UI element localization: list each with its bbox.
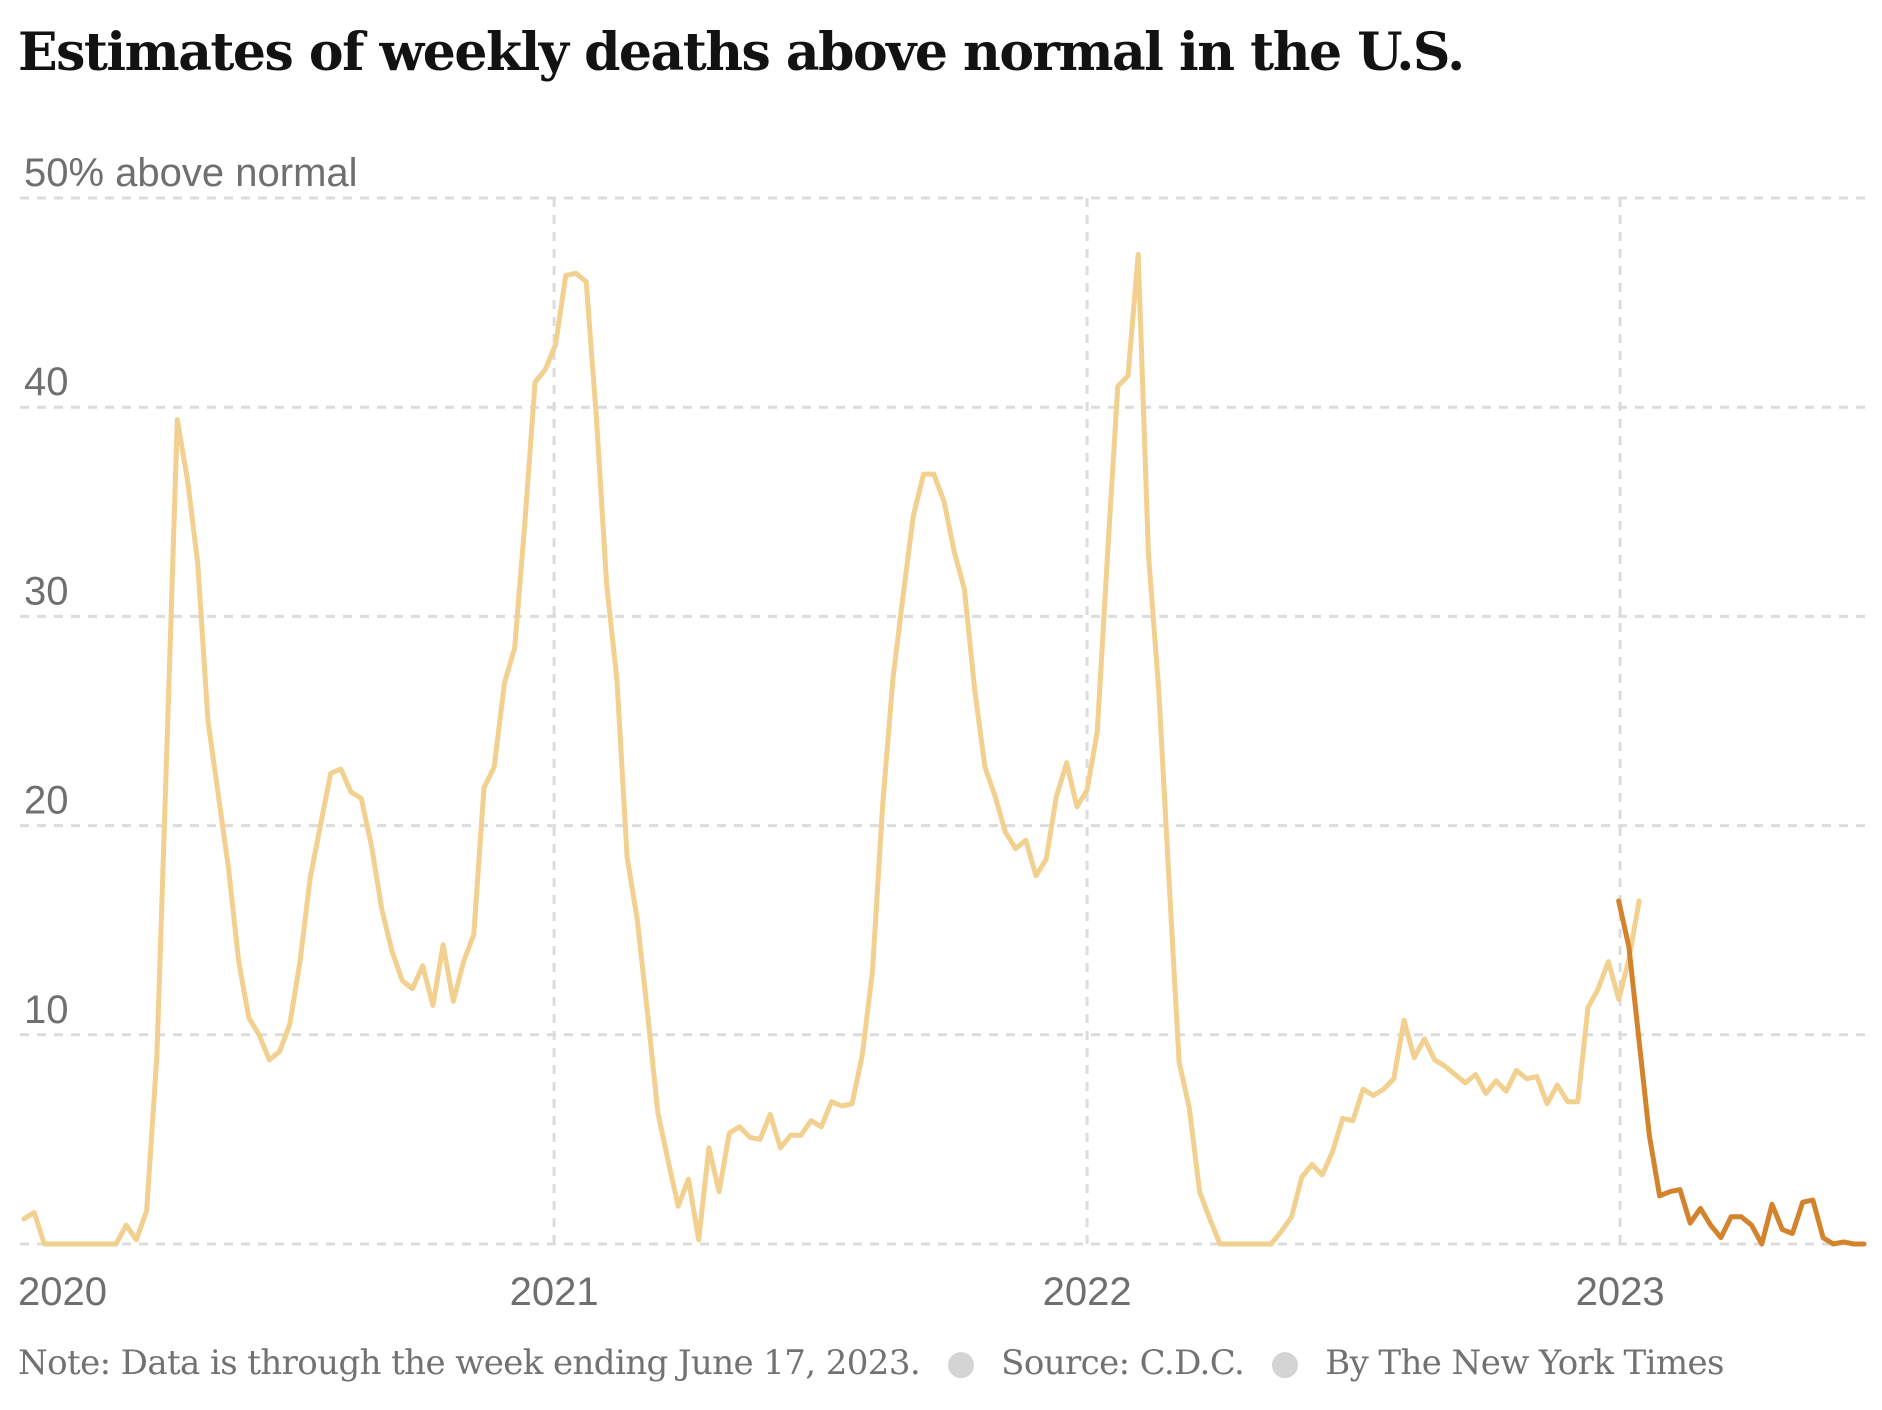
grid-lines — [20, 196, 1870, 1246]
y-axis: 50% above normal 40 30 20 10 — [24, 151, 358, 1032]
y-tick-label: 30 — [24, 569, 69, 613]
footer-source: Source: C.D.C. — [1001, 1343, 1245, 1383]
y-tick-label: 50% above normal — [24, 151, 358, 195]
series-lines — [21, 252, 1867, 1247]
footer-note: Note: Data is through the week ending Ju… — [18, 1343, 921, 1383]
series-line-earlier — [21, 252, 1642, 1247]
series-line-latest — [1616, 898, 1867, 1247]
x-tick-label: 2021 — [510, 1270, 599, 1314]
x-tick-label: 2023 — [1576, 1270, 1665, 1314]
separator-dot-icon: ● — [1270, 1343, 1300, 1383]
chart-title: Estimates of weekly deaths above normal … — [18, 22, 1465, 83]
separator-dot-icon: ● — [946, 1343, 976, 1383]
footer: Note: Data is through the week ending Ju… — [18, 1343, 1725, 1383]
x-tick-label: 2020 — [18, 1270, 107, 1314]
y-tick-label: 20 — [24, 779, 69, 823]
y-tick-label: 10 — [24, 988, 69, 1032]
footer-byline: By The New York Times — [1325, 1343, 1724, 1383]
x-tick-label: 2022 — [1043, 1270, 1132, 1314]
y-tick-label: 40 — [24, 360, 69, 404]
x-axis: 2020 2021 2022 2023 — [18, 1270, 1665, 1314]
